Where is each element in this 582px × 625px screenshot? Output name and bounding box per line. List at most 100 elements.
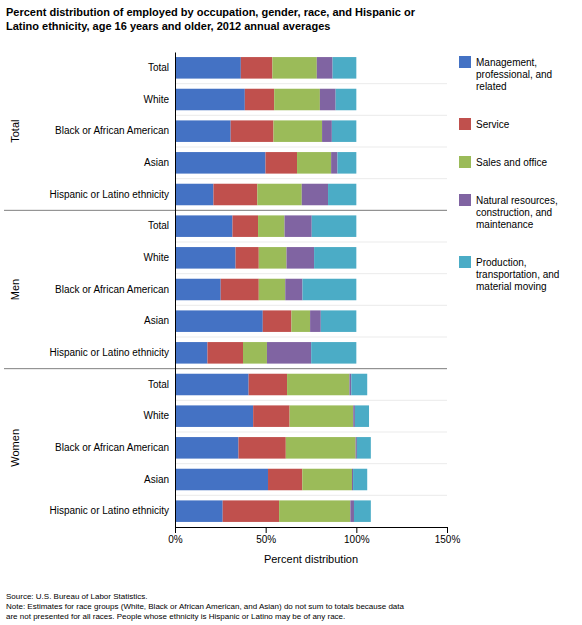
series — [243, 57, 356, 522]
y-tick: Black or African American — [55, 442, 175, 453]
legend-label-line: Service — [476, 119, 510, 130]
bar — [354, 500, 371, 522]
legend-swatch — [459, 156, 471, 168]
legend-item: Sales and office — [459, 156, 547, 168]
y-tick: Hispanic or Latino ethnicity — [49, 347, 175, 358]
x-tick-mark — [175, 527, 176, 533]
bar — [297, 152, 331, 174]
group-label: Women — [9, 429, 21, 467]
bar-separator — [175, 432, 447, 433]
bar — [336, 89, 357, 111]
bar — [321, 310, 357, 332]
bar-separator — [175, 337, 447, 338]
legend-label-line: related — [476, 81, 507, 92]
bar — [286, 437, 356, 459]
bar — [337, 152, 356, 174]
bar — [259, 279, 285, 301]
y-tick-label: Hispanic or Latino ethnicity — [49, 505, 169, 516]
legend-label: Natural resources,construction, andmaint… — [476, 195, 558, 230]
bar-separator — [175, 273, 447, 274]
bar — [302, 279, 356, 301]
y-tick: Total — [148, 62, 175, 73]
title-line: Latino ethnicity, age 16 years and older… — [6, 20, 330, 32]
legend-label-line: construction, and — [476, 207, 552, 218]
x-axis-line — [176, 528, 448, 534]
legend-label-line: maintenance — [476, 219, 534, 230]
bar — [175, 89, 245, 111]
bar — [353, 405, 355, 427]
bar — [175, 247, 236, 269]
bar — [291, 310, 310, 332]
y-tick-label: Black or African American — [55, 125, 169, 136]
bar — [322, 120, 332, 142]
y-tick-label: Hispanic or Latino ethnicity — [49, 189, 169, 200]
bar — [351, 374, 367, 396]
bar — [317, 57, 333, 79]
bar-separator — [175, 305, 447, 306]
bar — [259, 247, 287, 269]
bar — [279, 500, 350, 522]
bar — [357, 437, 371, 459]
bar — [328, 184, 356, 206]
bar — [175, 184, 213, 206]
bar — [175, 342, 207, 364]
bar — [175, 310, 263, 332]
y-axis-line — [175, 53, 176, 528]
bar — [175, 500, 223, 522]
bar — [356, 437, 357, 459]
bar-separators — [175, 84, 447, 496]
title-line: Percent distribution of employed by occu… — [6, 6, 416, 18]
x-tick: 50% — [256, 527, 276, 545]
y-tick: White — [143, 94, 175, 105]
y-tick-label: Black or African American — [55, 284, 169, 295]
bar — [314, 247, 356, 269]
legend-swatch — [459, 256, 471, 268]
bar — [302, 469, 352, 491]
bar — [175, 152, 265, 174]
bar — [274, 89, 320, 111]
bar — [175, 215, 232, 237]
bar — [263, 310, 292, 332]
x-axis: 0%50%100%150% — [168, 527, 460, 545]
bar — [232, 215, 258, 237]
legend-label-line: transportation, and — [476, 269, 559, 280]
y-tick-label: White — [143, 252, 169, 263]
bar-separator — [175, 495, 447, 496]
y-tick: Hispanic or Latino ethnicity — [49, 189, 175, 200]
legend-item: Production,transportation, andmaterial m… — [459, 256, 559, 292]
y-axis: Total White Black or African American Asian… — [49, 53, 175, 528]
bar — [265, 152, 297, 174]
x-tick-label: 50% — [256, 534, 276, 545]
bar — [353, 469, 367, 491]
y-tick-label: Asian — [144, 157, 169, 168]
bar-separator — [175, 147, 447, 148]
bar — [287, 247, 315, 269]
y-tick: Total — [148, 379, 175, 390]
bar — [331, 152, 337, 174]
bar — [349, 374, 351, 396]
legend-label-line: professional, and — [476, 69, 552, 80]
legend-swatch — [459, 56, 471, 68]
y-tick-label: Total — [148, 62, 169, 73]
bar — [285, 215, 312, 237]
bar — [272, 57, 316, 79]
bar — [310, 310, 321, 332]
legend-label-line: Production, — [476, 257, 527, 268]
legend-item: Service — [459, 118, 510, 130]
bar — [267, 342, 311, 364]
bar — [221, 279, 259, 301]
chart: Percent distribution of employed by occu… — [0, 0, 582, 625]
legend-label: Management,professional, andrelated — [476, 57, 552, 92]
legend-label: Production,transportation, andmaterial m… — [476, 257, 559, 292]
bar — [253, 405, 289, 427]
x-tick: 0% — [168, 527, 183, 545]
source-note: Source: U.S. Bureau of Labor Statistics.… — [6, 592, 405, 621]
groups: TotalMenWomen — [4, 120, 447, 467]
y-tick-label: Total — [148, 220, 169, 231]
bar — [175, 469, 268, 491]
source-line: Note: Estimates for race groups (White, … — [6, 602, 405, 611]
x-tick-label: 0% — [168, 534, 183, 545]
legend-label-line: Sales and office — [476, 157, 547, 168]
y-tick: Black or African American — [55, 284, 175, 295]
y-tick: Hispanic or Latino ethnicity — [49, 505, 175, 516]
